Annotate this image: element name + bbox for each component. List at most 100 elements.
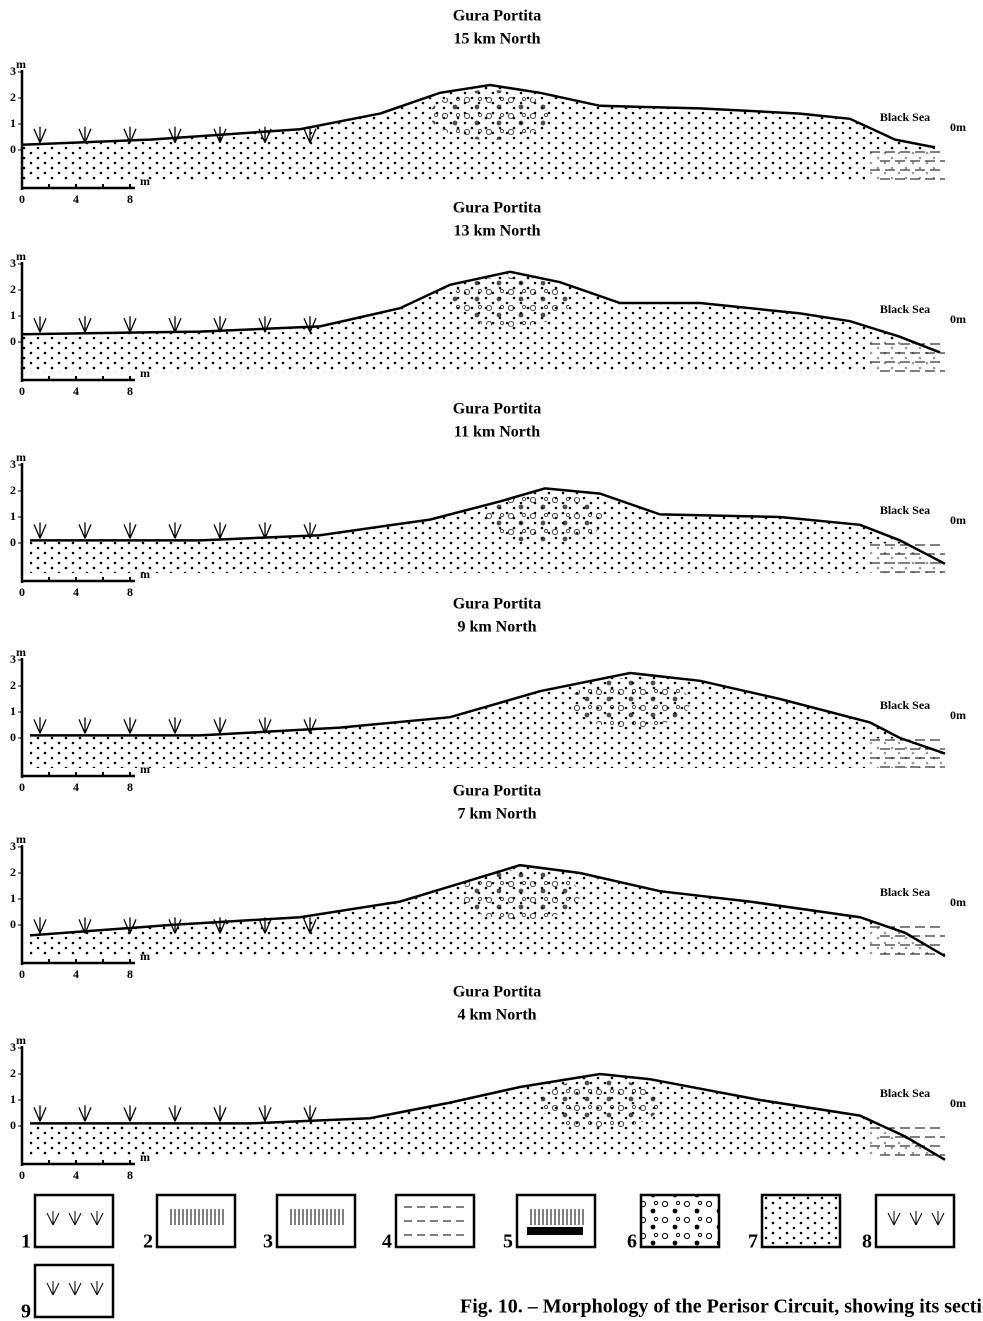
sea xyxy=(865,543,950,581)
profile: Gura Portita7 km NorthBlack Sea0mm321004… xyxy=(10,783,966,981)
y-tick-label: 3 xyxy=(10,1040,16,1054)
x-tick-label: 4 xyxy=(73,967,79,981)
sediment xyxy=(30,673,945,768)
y-tick-label: 2 xyxy=(10,282,16,296)
y-tick-label: 1 xyxy=(10,308,16,322)
sea-level: 0m xyxy=(950,513,966,527)
vegetation xyxy=(34,522,46,538)
vegetation xyxy=(79,316,91,332)
x-unit: m xyxy=(140,762,150,776)
vegetation xyxy=(169,522,181,538)
x-tick-label: 8 xyxy=(127,192,133,206)
legend-number: 2 xyxy=(143,1231,153,1253)
legend-box xyxy=(876,1195,954,1247)
vegetation xyxy=(124,717,136,733)
y-tick-label: 1 xyxy=(10,509,16,523)
profile-title: Gura Portita xyxy=(453,8,541,25)
vegetation xyxy=(169,1105,181,1121)
profile-title: Gura Portita xyxy=(453,984,541,1001)
y-tick-label: 0 xyxy=(10,334,16,348)
x-tick-label: 0 xyxy=(19,780,25,794)
sediment xyxy=(30,488,945,573)
legend-box xyxy=(641,1195,719,1247)
x-tick-label: 8 xyxy=(127,1168,133,1182)
y-tick-label: 3 xyxy=(10,64,16,78)
sea-label: Black Sea xyxy=(880,503,930,517)
vegetation xyxy=(79,717,91,733)
y-unit: m xyxy=(16,645,26,659)
x-unit: m xyxy=(140,174,150,188)
profile: Gura Portita9 km NorthBlack Sea0mm321004… xyxy=(10,596,966,794)
profile-subtitle: 13 km North xyxy=(453,223,540,240)
legend-box xyxy=(35,1195,113,1247)
legend-number: 1 xyxy=(21,1231,31,1253)
y-tick-label: 2 xyxy=(10,1066,16,1080)
vegetation xyxy=(169,717,181,733)
y-tick-label: 0 xyxy=(10,917,16,931)
x-tick-label: 4 xyxy=(73,384,79,398)
sea xyxy=(865,738,950,776)
caption: Fig. 10. – Morphology of the Perisor Cir… xyxy=(460,1296,983,1318)
profile-title: Gura Portita xyxy=(453,401,541,418)
x-tick-label: 0 xyxy=(19,384,25,398)
vegetation xyxy=(259,522,271,538)
y-tick-label: 3 xyxy=(10,839,16,853)
x-tick-label: 4 xyxy=(73,1168,79,1182)
profile-title: Gura Portita xyxy=(453,783,541,800)
x-tick-label: 4 xyxy=(73,585,79,599)
y-tick-label: 1 xyxy=(10,704,16,718)
vegetation xyxy=(214,717,226,733)
sea-level: 0m xyxy=(950,1096,966,1110)
y-tick-label: 3 xyxy=(10,256,16,270)
legend-number: 3 xyxy=(263,1231,273,1253)
x-unit: m xyxy=(140,1150,150,1164)
vegetation xyxy=(34,316,46,332)
sea xyxy=(865,150,950,188)
profile-subtitle: 7 km North xyxy=(457,806,536,823)
legend-number: 9 xyxy=(21,1301,31,1321)
sediment xyxy=(30,1074,945,1160)
sea-label: Black Sea xyxy=(880,302,930,316)
sea xyxy=(865,1126,950,1164)
vegetation xyxy=(124,1105,136,1121)
profile-subtitle: 9 km North xyxy=(457,619,536,636)
x-tick-label: 0 xyxy=(19,192,25,206)
sea-level: 0m xyxy=(950,708,966,722)
sea-label: Black Sea xyxy=(880,698,930,712)
pebbles xyxy=(450,277,570,327)
profile-subtitle: 11 km North xyxy=(454,424,540,441)
x-tick-label: 4 xyxy=(73,192,79,206)
vegetation xyxy=(79,1105,91,1121)
vegetation xyxy=(79,522,91,538)
y-tick-label: 0 xyxy=(10,1118,16,1132)
y-unit: m xyxy=(16,1033,26,1047)
x-unit: m xyxy=(140,366,150,380)
figure: Fig. 10. – Morphology of the Perisor Cir… xyxy=(0,0,983,1321)
legend-number: 4 xyxy=(382,1231,392,1253)
y-tick-label: 1 xyxy=(10,1092,16,1106)
y-unit: m xyxy=(16,832,26,846)
y-unit: m xyxy=(16,249,26,263)
pebbles xyxy=(430,90,550,140)
y-tick-label: 3 xyxy=(10,457,16,471)
y-tick-label: 2 xyxy=(10,483,16,497)
x-unit: m xyxy=(140,949,150,963)
x-tick-label: 0 xyxy=(19,1168,25,1182)
legend-peat xyxy=(527,1227,583,1235)
legend-box xyxy=(762,1195,840,1247)
vegetation xyxy=(34,127,46,143)
x-unit: m xyxy=(140,567,150,581)
y-tick-label: 0 xyxy=(10,142,16,156)
y-tick-label: 2 xyxy=(10,90,16,104)
y-tick-label: 0 xyxy=(10,535,16,549)
legend-box xyxy=(35,1265,113,1317)
x-tick-label: 8 xyxy=(127,384,133,398)
profile: Gura Portita15 km NorthBlack Sea0mm32100… xyxy=(10,8,966,206)
legend-number: 8 xyxy=(862,1231,872,1253)
y-unit: m xyxy=(16,450,26,464)
vegetation xyxy=(124,316,136,332)
sea-label: Black Sea xyxy=(880,1086,930,1100)
